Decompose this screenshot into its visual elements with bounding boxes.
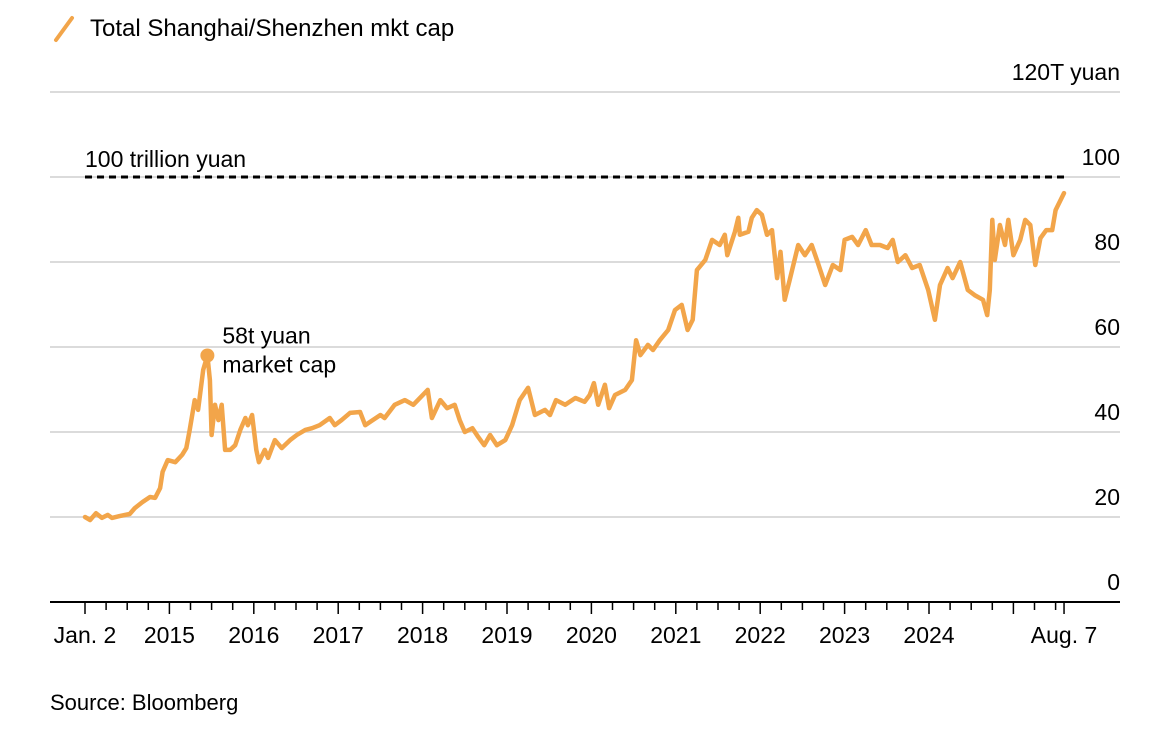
x-tick-label: 2019 xyxy=(481,622,532,648)
x-tick-label: 2016 xyxy=(228,622,279,648)
series-line-mkt-cap xyxy=(82,190,1067,523)
x-tick-label: 2021 xyxy=(650,622,701,648)
x-tick-label: Jan. 2 xyxy=(54,622,117,648)
peak-annotation-text: 58t yuan xyxy=(222,323,310,349)
y-tick-label: 20 xyxy=(1094,484,1120,510)
y-tick-label: 40 xyxy=(1094,399,1120,425)
y-tick-label: 0 xyxy=(1107,569,1120,595)
legend-label: Total Shanghai/Shenzhen mkt cap xyxy=(90,15,455,42)
peak-marker xyxy=(200,348,215,363)
legend: Total Shanghai/Shenzhen mkt cap xyxy=(50,14,454,44)
legend-line-icon xyxy=(54,16,74,42)
x-tick-label: 2017 xyxy=(313,622,364,648)
x-tick-label: 2022 xyxy=(735,622,786,648)
y-tick-label: 80 xyxy=(1094,229,1120,255)
y-tick-label: 120T yuan xyxy=(1012,59,1120,85)
x-tick-label: 2015 xyxy=(144,622,195,648)
source-note: Source: Bloomberg xyxy=(50,690,239,715)
x-tick-label: 2018 xyxy=(397,622,448,648)
reference-line-label: 100 trillion yuan xyxy=(85,146,246,172)
peak-annotation-text: market cap xyxy=(222,352,336,378)
y-tick-label: 60 xyxy=(1094,314,1120,340)
x-tick-label: 2023 xyxy=(819,622,870,648)
x-tick-label: 2020 xyxy=(566,622,617,648)
x-tick-label: 2024 xyxy=(903,622,954,648)
y-tick-label: 100 xyxy=(1082,144,1120,170)
x-tick-label: Aug. 7 xyxy=(1031,622,1098,648)
